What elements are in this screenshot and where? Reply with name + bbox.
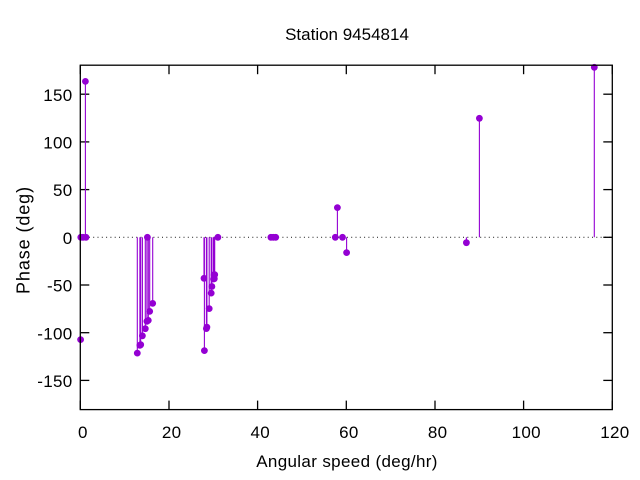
svg-text:-50: -50 — [47, 277, 72, 296]
svg-text:-100: -100 — [37, 324, 72, 343]
svg-text:Station 9454814: Station 9454814 — [285, 25, 409, 44]
svg-text:100: 100 — [512, 423, 541, 442]
svg-text:100: 100 — [43, 134, 72, 153]
svg-text:120: 120 — [600, 423, 629, 442]
svg-text:Phase (deg): Phase (deg) — [14, 186, 34, 294]
svg-text:0: 0 — [78, 423, 88, 442]
svg-text:50: 50 — [53, 181, 73, 200]
svg-text:150: 150 — [43, 86, 72, 105]
svg-text:60: 60 — [339, 423, 359, 442]
svg-text:Angular speed (deg/hr): Angular speed (deg/hr) — [256, 452, 438, 471]
svg-text:80: 80 — [428, 423, 448, 442]
svg-text:20: 20 — [162, 423, 182, 442]
svg-text:0: 0 — [63, 229, 73, 248]
svg-text:40: 40 — [250, 423, 270, 442]
svg-text:-150: -150 — [37, 372, 72, 391]
